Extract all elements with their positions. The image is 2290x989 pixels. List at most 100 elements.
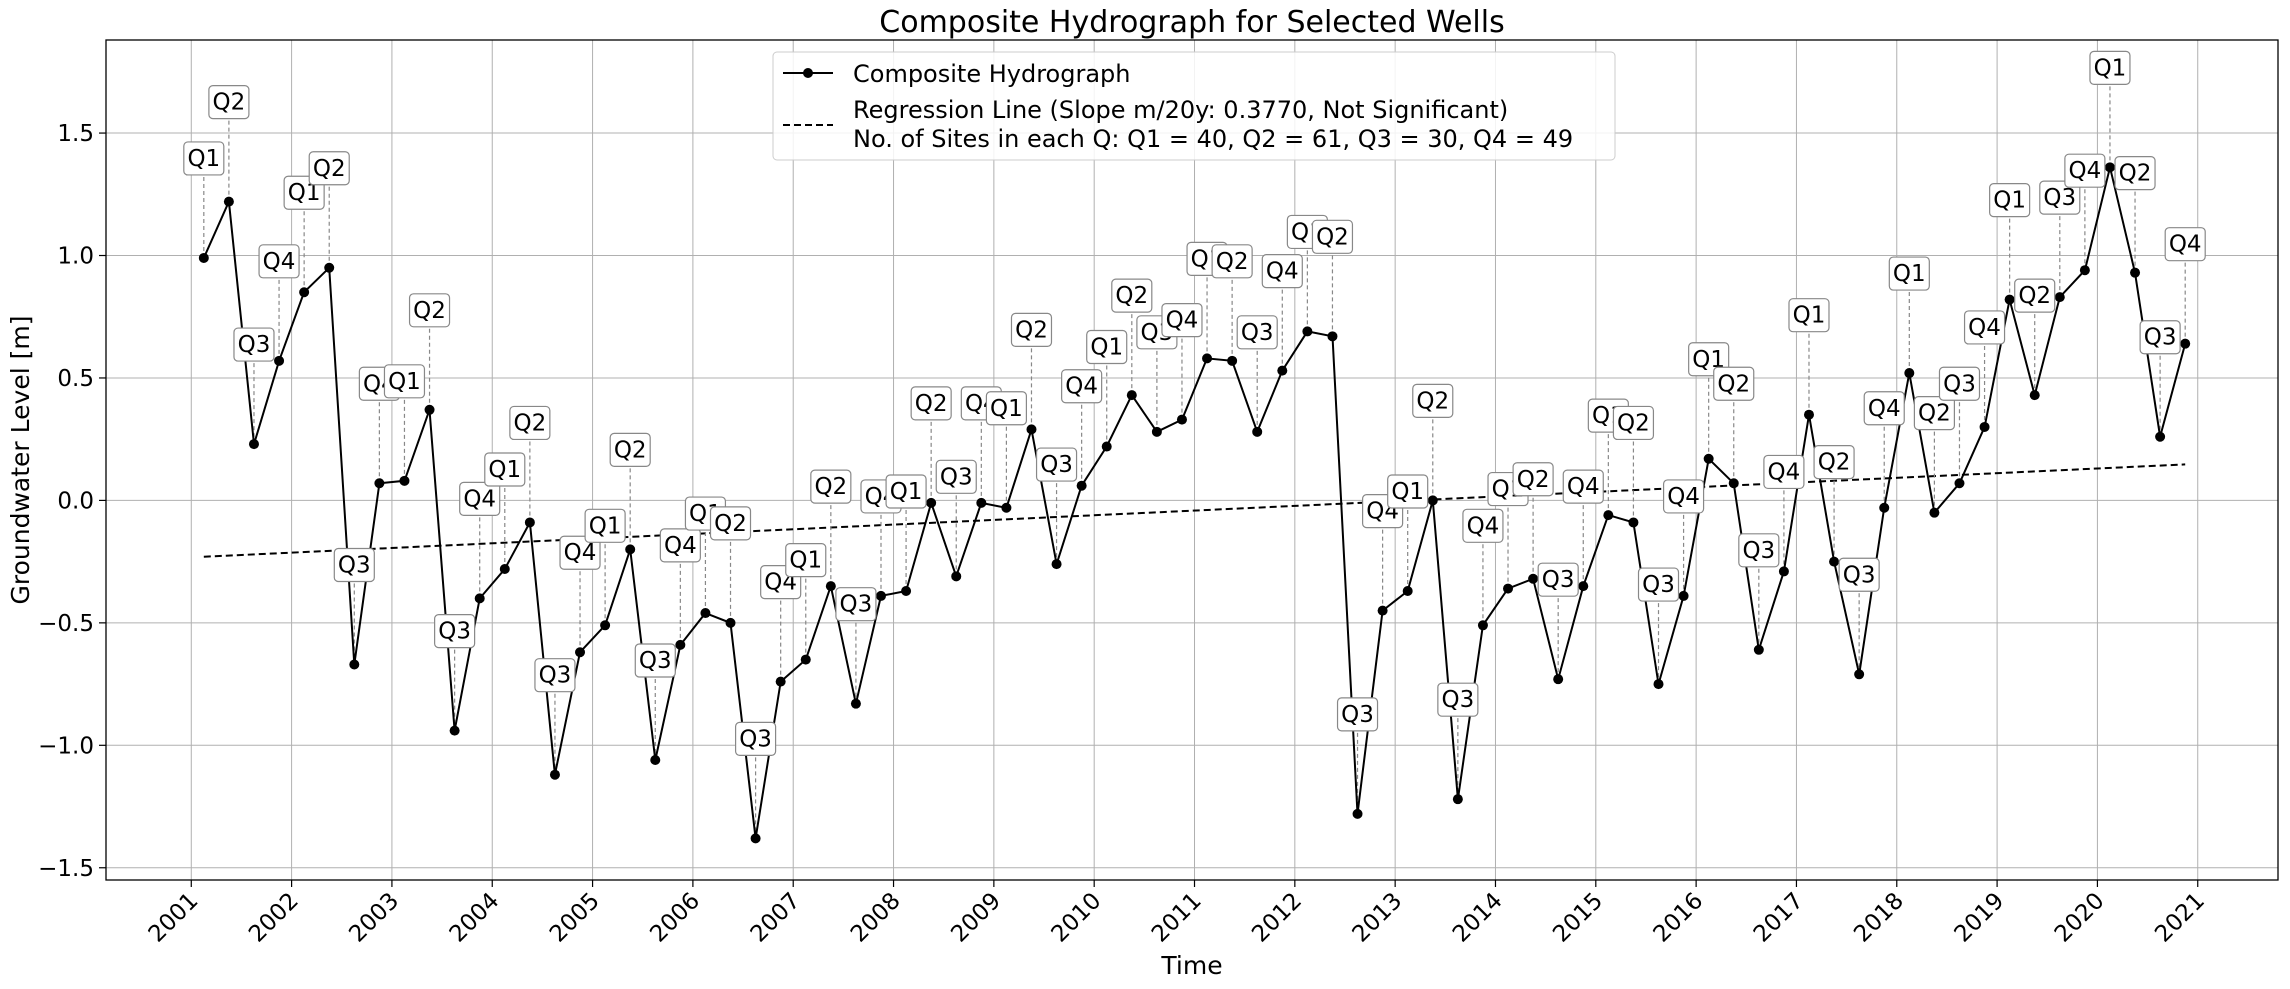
quarter-label-box	[634, 643, 676, 678]
quarter-label-text: Q2	[1216, 249, 1249, 275]
quarter-label: Q2	[2014, 278, 2056, 313]
y-tick-label: −1.0	[38, 733, 94, 759]
quarter-label-box	[609, 432, 651, 467]
quarter-label-text: Q3	[639, 648, 672, 674]
quarter-label-box	[1462, 508, 1504, 543]
data-point	[1026, 424, 1037, 435]
quarter-label-text: Q4	[564, 540, 597, 566]
quarter-label-box	[559, 535, 601, 570]
quarter-label: Q2	[208, 85, 250, 120]
quarter-label: Q2	[810, 469, 852, 504]
data-point	[625, 544, 636, 555]
data-point	[1051, 559, 1062, 570]
quarter-label-text: Q1	[1090, 335, 1123, 361]
data-point	[474, 593, 485, 604]
quarter-label-text: Q3	[1742, 538, 1775, 564]
data-point	[1979, 421, 1990, 432]
quarter-label-text: Q3	[2043, 185, 2076, 211]
data-point	[1503, 583, 1514, 594]
quarter-label: Q2	[609, 432, 651, 467]
data-point	[850, 698, 861, 709]
quarter-label: Q2	[1713, 366, 1755, 401]
quarter-label: Q4	[760, 565, 802, 600]
x-tick-label: 2005	[545, 888, 605, 948]
quarter-label-box	[1938, 366, 1981, 401]
quarter-label-text: Q1	[2094, 55, 2127, 81]
quarter-label-box	[1412, 383, 1454, 419]
quarter-label: Q4	[559, 535, 601, 570]
data-point	[374, 478, 385, 489]
quarter-label-box	[484, 452, 526, 487]
data-point	[424, 404, 435, 415]
quarter-label-box	[1512, 462, 1554, 497]
quarter-label: Q3	[333, 547, 375, 583]
quarter-label-box	[2164, 227, 2206, 262]
x-tick-label: 2012	[1247, 888, 1307, 948]
quarter-label: Q3	[1236, 315, 1278, 350]
quarter-label-box	[1061, 369, 1103, 404]
data-point	[349, 659, 360, 670]
quarter-label-box	[985, 391, 1028, 426]
y-tick-label: −1.5	[38, 856, 94, 882]
data-point	[951, 571, 962, 582]
quarter-label-box	[885, 474, 927, 509]
data-point	[2079, 265, 2090, 276]
quarter-label-box	[734, 721, 777, 756]
data-point	[1176, 414, 1187, 425]
quarter-label: Q2	[408, 293, 451, 328]
quarter-label: Q2	[1612, 405, 1655, 441]
data-point	[800, 654, 811, 665]
quarter-label: Q4	[1963, 310, 2006, 345]
quarter-label-box	[1211, 244, 1253, 279]
quarter-label-text: Q4	[1567, 474, 1600, 500]
legend-entry-hydrograph: Composite Hydrograph	[853, 60, 1130, 88]
quarter-label-box	[2039, 180, 2081, 215]
legend-entry-regression: Regression Line (Slope m/20y: 0.3770, No…	[853, 96, 1508, 124]
quarter-label-text: Q4	[1768, 459, 1801, 485]
quarter-label-box	[584, 508, 626, 543]
x-tick-label: 2021	[2150, 888, 2210, 948]
regression-line	[203, 463, 2186, 558]
data-point	[499, 563, 510, 574]
data-point	[549, 769, 560, 780]
quarter-label: Q4	[1261, 254, 1303, 289]
y-tick-label: 1.0	[57, 244, 94, 270]
data-point	[650, 755, 661, 765]
x-tick-label: 2004	[445, 888, 505, 948]
quarter-label-text: Q4	[1868, 396, 1901, 422]
quarter-label-text: Q2	[1517, 467, 1550, 493]
data-point	[1854, 669, 1865, 680]
data-point	[1277, 365, 1288, 376]
quarter-label: Q4	[1562, 469, 1604, 504]
quarter-label: Q3	[534, 658, 576, 693]
quarter-label-text: Q4	[1467, 513, 1500, 539]
x-axis-title: Time	[1160, 951, 1222, 980]
quarter-label-box	[1161, 302, 1203, 338]
data-point	[1302, 326, 1313, 337]
quarter-label-text: Q2	[2018, 283, 2051, 309]
quarter-label-text: Q3	[1241, 320, 1274, 346]
quarter-label-box	[1035, 447, 1078, 482]
quarter-label-box	[434, 614, 476, 649]
quarter-label: Q3	[1537, 562, 1579, 597]
data-point-layer	[198, 162, 2191, 844]
quarter-label: Q1	[785, 542, 827, 578]
quarter-label: Q4	[1061, 369, 1103, 404]
quarter-label: Q4	[1662, 479, 1705, 514]
quarter-label-box	[233, 327, 275, 362]
quarter-label: Q2	[1111, 278, 1153, 313]
quarter-label: Q1	[2089, 50, 2131, 85]
quarter-label-text: Q2	[213, 90, 246, 116]
quarter-label: Q3	[734, 721, 777, 756]
data-point	[1101, 441, 1112, 452]
quarter-label-box	[785, 542, 827, 578]
quarter-label-box	[1662, 479, 1705, 514]
x-tick-label: 2013	[1348, 888, 1408, 948]
quarter-label: Q3	[2039, 180, 2081, 215]
data-point	[1954, 478, 1965, 489]
data-point	[324, 262, 335, 273]
hydrograph-line	[202, 167, 2187, 839]
quarter-label: Q1	[985, 391, 1028, 426]
quarter-label-box	[1788, 298, 1830, 333]
